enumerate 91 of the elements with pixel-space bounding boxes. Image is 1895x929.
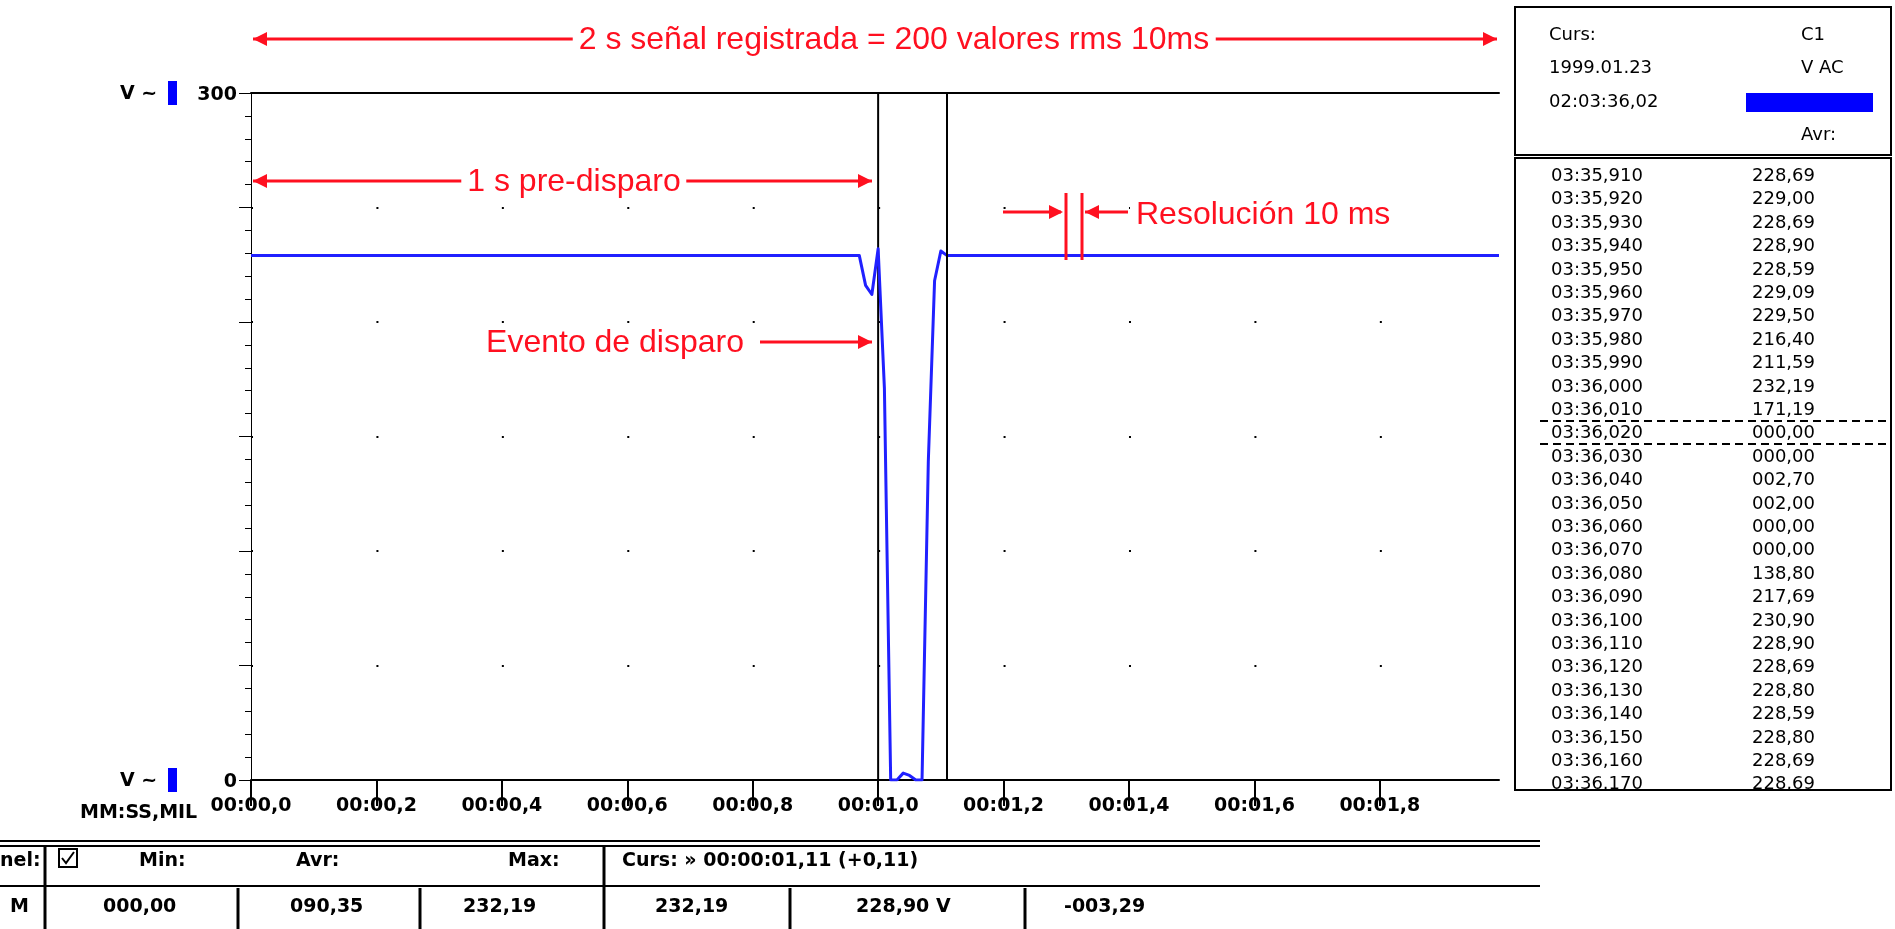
text: 000,00 <box>1752 421 1815 443</box>
text: 228,69 <box>1752 164 1815 185</box>
text: 216,40 <box>1752 327 1815 349</box>
text: 232,19 <box>463 894 537 916</box>
text: 03:36,150 <box>1551 725 1643 747</box>
x-tick-label: 00:00,2 <box>335 792 417 815</box>
text: 228,59 <box>1752 257 1815 279</box>
text: 229,00 <box>1752 187 1815 209</box>
text: C1 <box>1801 23 1826 44</box>
text: 03:36,140 <box>1551 702 1643 724</box>
text: 03:35,980 <box>1551 327 1643 349</box>
text: 03:36,010 <box>1551 398 1643 419</box>
x-axis-title: MM:SS,MIL <box>80 800 198 822</box>
text: 2 s señal registrada = 200 valores rms 10ms <box>572 20 1216 56</box>
text: Curs: <box>1549 23 1596 44</box>
x-tick-label: 00:00,6 <box>586 792 668 815</box>
annotation: 1 s pre-disparo <box>461 162 687 198</box>
text: 229,09 <box>1752 281 1815 302</box>
text: Avr: <box>1801 123 1837 144</box>
text: 03:35,960 <box>1551 281 1643 302</box>
text: 03:36.170 <box>1551 772 1643 794</box>
text: 211,59 <box>1752 351 1815 373</box>
x-tick-label: 00:00,4 <box>461 792 543 815</box>
text: Min: <box>139 848 186 870</box>
y-tick-label: 0 <box>223 769 237 791</box>
text: 03:36,120 <box>1551 655 1643 677</box>
text: 03:36,130 <box>1551 678 1643 700</box>
text: Curs: » 00:00:01,11 (+0,11) <box>622 848 919 870</box>
text: 03:35,970 <box>1551 304 1643 326</box>
text: 03:35,910 <box>1551 164 1643 185</box>
annotation: Evento de disparo <box>480 323 750 359</box>
text: 138,80 <box>1752 561 1815 583</box>
text: 171,19 <box>1752 398 1815 419</box>
text: 090,35 <box>290 894 364 916</box>
text: 228,69 <box>1752 655 1815 677</box>
text: 02:03:36,02 <box>1549 90 1659 111</box>
text: 03:36,040 <box>1551 468 1643 490</box>
x-tick-label: 00:01,0 <box>837 792 919 815</box>
x-tick-label: 00:00,0 <box>210 792 292 815</box>
text: 000,00 <box>1752 444 1815 466</box>
text: 228,59 <box>1752 702 1815 724</box>
text: 230,90 <box>1752 608 1815 630</box>
text: 228,90 V <box>856 894 951 916</box>
text: 03:35,920 <box>1551 187 1643 209</box>
text: 03:36,020 <box>1551 421 1643 443</box>
x-tick-label: 00:01,4 <box>1088 792 1170 815</box>
text: 228,69 <box>1752 749 1815 770</box>
text: Avr: <box>296 848 340 870</box>
text: 228,69 <box>1752 772 1815 794</box>
text: 03:36,060 <box>1551 515 1643 536</box>
text: 228,69 <box>1752 210 1815 232</box>
text: 03:36,160 <box>1551 749 1643 770</box>
x-tick-label: 00:01,2 <box>963 792 1045 815</box>
text: 03:36,000 <box>1551 374 1643 396</box>
text: 000,00 <box>1752 515 1815 536</box>
text: 232,19 <box>1752 374 1815 396</box>
text: 03:36,070 <box>1551 538 1643 560</box>
text: 03:36,090 <box>1551 585 1643 607</box>
text: 228,90 <box>1752 234 1815 256</box>
text: 03:36,110 <box>1551 632 1643 653</box>
x-tick-label: 00:01,8 <box>1339 792 1421 815</box>
text: 000,00 <box>1752 538 1815 560</box>
text: 217,69 <box>1752 585 1815 607</box>
text: 228,80 <box>1752 725 1815 747</box>
text: 03:35,990 <box>1551 351 1643 373</box>
text: 1999.01.23 <box>1549 56 1653 77</box>
text: 229,50 <box>1752 304 1815 326</box>
text: M <box>10 894 29 916</box>
text: 03:35,950 <box>1551 257 1643 279</box>
text: 002,70 <box>1752 468 1815 490</box>
text: V ~ <box>120 81 158 103</box>
x-tick-label: 00:01,6 <box>1213 792 1295 815</box>
text: Max: <box>508 848 560 870</box>
text: 03:35,940 <box>1551 234 1643 256</box>
text: 03:36,100 <box>1551 608 1643 630</box>
text: V AC <box>1801 56 1844 77</box>
annotation: Resolución 10 ms <box>1130 195 1397 231</box>
x-tick-label: 00:00,8 <box>712 792 794 815</box>
text: 03:35,930 <box>1551 210 1643 232</box>
text: nel: <box>0 848 41 870</box>
text: 228,80 <box>1752 678 1815 700</box>
text: 232,19 <box>655 894 729 916</box>
y-tick-label: 300 <box>197 82 237 104</box>
y-axis-title: V ~ <box>120 768 158 790</box>
text: 03:36,030 <box>1551 444 1643 466</box>
text: 228,90 <box>1752 632 1815 653</box>
text: 03:36,050 <box>1551 491 1643 513</box>
text: -003,29 <box>1064 894 1146 916</box>
text: 000,00 <box>103 894 177 916</box>
text: 03:36,080 <box>1551 561 1643 583</box>
text: 002,00 <box>1752 491 1815 513</box>
